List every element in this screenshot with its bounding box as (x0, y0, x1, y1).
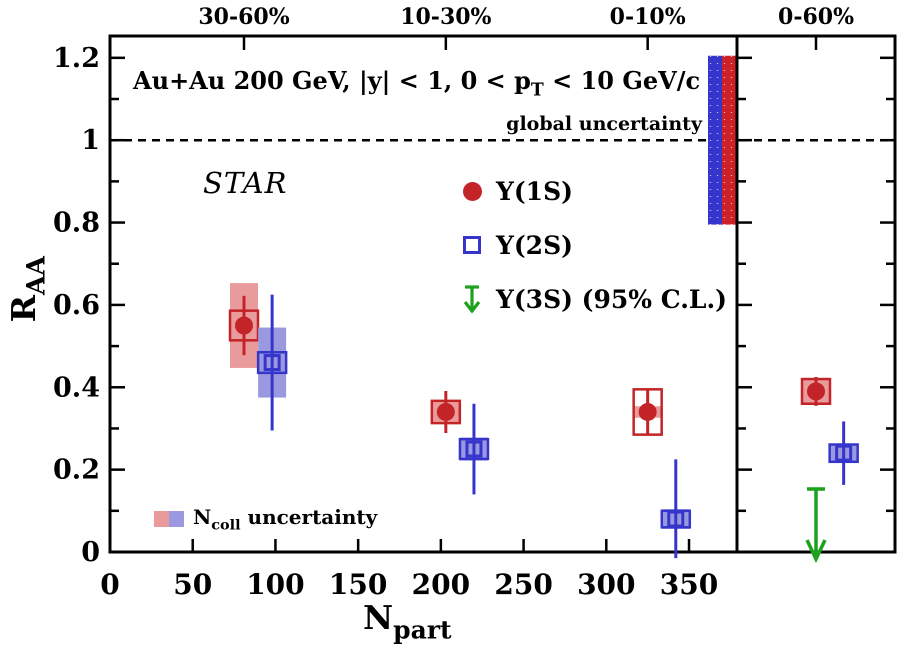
sys-uncertainty-box (430, 399, 462, 425)
upper-limit-arrowhead-3s (805, 539, 827, 564)
global-uncertainty-label: global uncertainty (506, 113, 702, 135)
legend-label-1s: Υ(1S) (496, 176, 573, 206)
right-panel-border (735, 34, 897, 554)
data-marker-1s (638, 402, 657, 421)
centrality-label-0-10: 0-10% (609, 4, 686, 30)
ncoll-uncertainty-label: Ncoll uncertainty (193, 505, 378, 534)
x-tick-label: 300 (577, 568, 635, 601)
data-marker-2s (465, 440, 483, 458)
x-tick-label: 50 (173, 568, 212, 601)
x-axis-title: Npart (363, 598, 452, 645)
upsilon-2s-marker-icon (452, 236, 492, 254)
y-tick-label: 1.2 (53, 43, 100, 74)
global-uncertainty-band-1s (722, 55, 736, 225)
ncoll-red-swatch-icon (154, 511, 169, 528)
y-tick-label: 0.8 (53, 208, 100, 239)
x-tick-label: 250 (494, 568, 552, 601)
series-legend: Υ(1S) Υ(2S) Υ(3S) (95% C.L.) (452, 164, 727, 326)
centrality-label-30-60: 30-60% (198, 4, 290, 30)
legend-label-2s: Υ(2S) (496, 230, 573, 260)
y-tick-label: 0.6 (53, 290, 100, 321)
legend-row-3s: Υ(3S) (95% C.L.) (452, 272, 727, 326)
data-marker-1s (436, 402, 455, 421)
ncoll-uncertainty-legend: Ncoll uncertainty (154, 505, 377, 533)
legend-row-2s: Υ(2S) (452, 218, 727, 272)
global-uncertainty-band-2s (708, 55, 722, 225)
ncoll-blue-swatch-icon (169, 511, 184, 528)
upsilon-3s-arrow-icon (452, 284, 492, 314)
x-tick-label: 150 (329, 568, 387, 601)
x-tick-label: 350 (660, 568, 718, 601)
plot-title: Au+Au 200 GeV, |y| < 1, 0 < pT < 10 GeV/… (133, 66, 701, 101)
sys-uncertainty-box (800, 377, 832, 405)
sys-uncertainty-box (828, 443, 859, 464)
legend-row-1s: Υ(1S) (452, 164, 727, 218)
y-tick-label: 0.2 (53, 455, 100, 486)
data-marker-2s (835, 444, 853, 462)
centrality-label-10-30: 10-30% (400, 4, 492, 30)
sys-uncertainty-box (458, 437, 490, 461)
y-tick-label: 0.4 (53, 372, 100, 403)
x-tick-label: 100 (246, 568, 304, 601)
legend-label-3s: Υ(3S) (95% C.L.) (496, 284, 728, 314)
y-tick-label: 0 (81, 537, 100, 568)
sys-uncertainty-box (256, 351, 288, 375)
data-marker-2s (263, 354, 281, 372)
sys-uncertainty-box (228, 309, 260, 342)
x-tick-label: 0 (100, 568, 119, 601)
data-marker-1s (235, 316, 254, 335)
experiment-watermark: STAR (203, 166, 288, 200)
data-marker-2s (667, 510, 685, 528)
centrality-label-0-60: 0-60% (778, 4, 854, 30)
x-tick-label: 200 (412, 568, 470, 601)
sys-uncertainty-box (632, 388, 663, 436)
upsilon-1s-marker-icon (452, 181, 492, 201)
data-marker-1s (807, 382, 825, 401)
y-tick-label: 1 (81, 125, 100, 156)
y-axis-title: RAA (3, 256, 51, 323)
